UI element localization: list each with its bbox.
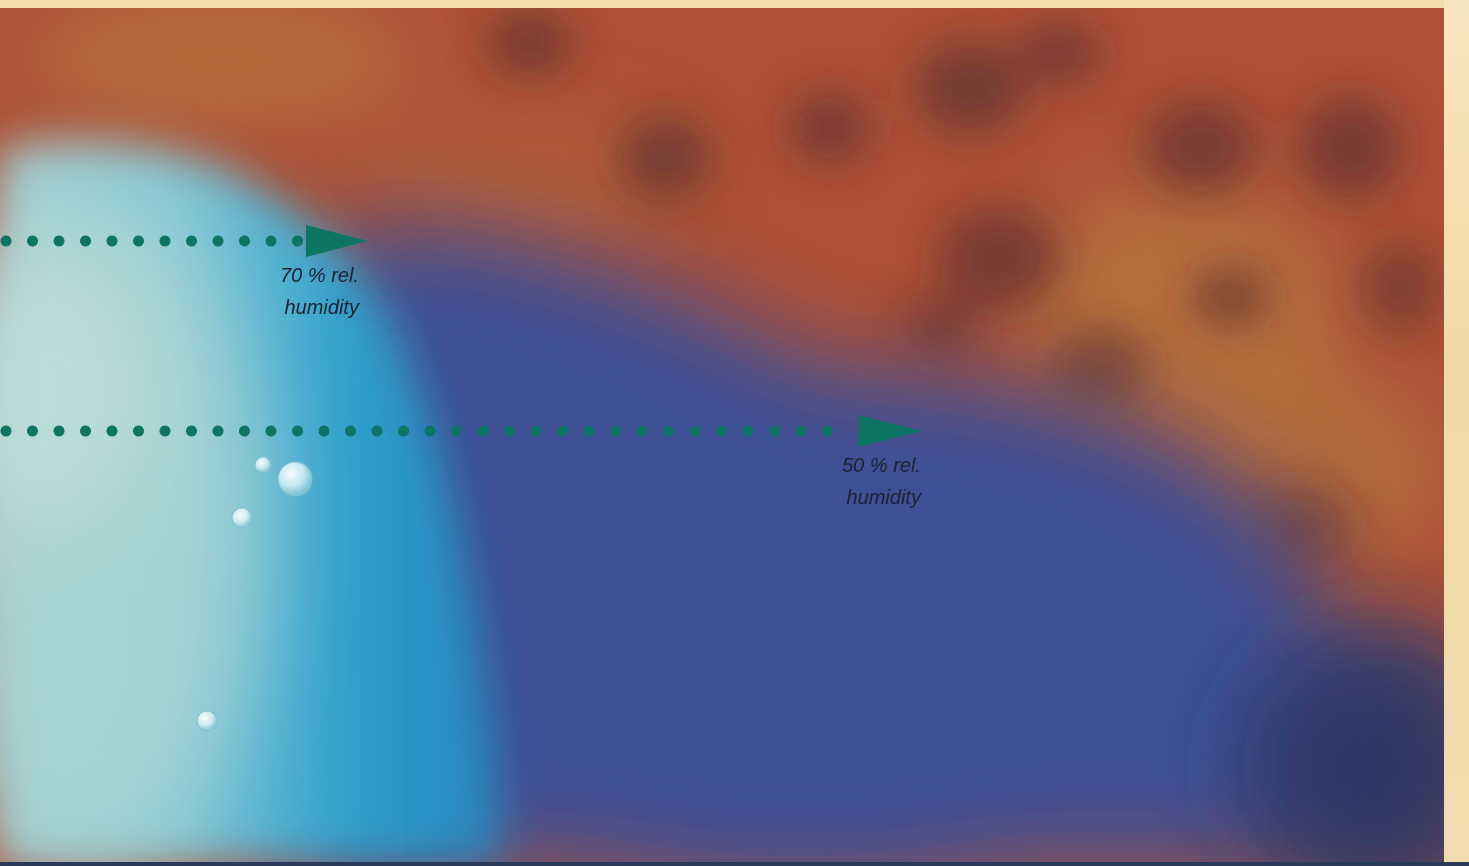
arrow-dot — [106, 425, 118, 437]
droplet-small — [231, 507, 253, 529]
arrow-dot — [636, 425, 648, 437]
arrow-dot — [212, 425, 224, 437]
arrow-dot — [822, 425, 833, 437]
arrow-dot — [0, 425, 12, 437]
arrow-dot — [292, 425, 303, 437]
arrow-dot — [265, 425, 277, 437]
arrow-dot — [239, 235, 250, 247]
arrow-dot — [0, 235, 12, 247]
arrow-dot — [663, 425, 674, 437]
arrow-dot — [530, 425, 542, 437]
frame-bottom-border — [0, 862, 1469, 866]
arrow-dot — [292, 235, 303, 247]
arrow-dot — [27, 425, 38, 437]
arrow-dot — [742, 425, 754, 437]
droplet-large — [277, 461, 313, 497]
humidity-arrow-70: 70 % rel. humidity — [0, 225, 368, 319]
arrow-dot — [212, 235, 224, 247]
arrow-label-line1: 50 % rel. — [842, 455, 921, 477]
arrow-dot — [345, 425, 356, 437]
arrow-label-line1: 70 % rel. — [280, 265, 359, 287]
frame-right-border — [1444, 0, 1469, 866]
arrow-dot — [133, 425, 144, 437]
droplet-small — [254, 456, 272, 474]
arrow-dot — [716, 425, 727, 437]
arrow-label-line2: humidity — [285, 297, 360, 319]
arrow-dot — [265, 235, 277, 247]
arrow-dot — [689, 425, 701, 437]
arrow-dot — [451, 425, 462, 437]
arrow-dot — [159, 425, 171, 437]
arrow-dot — [504, 425, 515, 437]
arrow-dot — [557, 425, 568, 437]
arrow-dot — [133, 235, 144, 247]
humidity-illustration: 70 % rel. humidity 50 % rel. humidity — [0, 8, 1444, 864]
arrow-dot — [80, 425, 91, 437]
arrow-dot — [80, 235, 91, 247]
arrow-head — [306, 225, 368, 257]
arrow-dot — [159, 235, 171, 247]
arrow-dot — [318, 425, 330, 437]
arrow-dot — [371, 425, 383, 437]
arrow-dot — [477, 425, 489, 437]
arrow-dot — [398, 425, 409, 437]
arrow-dot — [27, 235, 38, 247]
arrow-dot — [769, 425, 780, 437]
frame-top-border — [0, 0, 1469, 8]
humidity-arrow-50: 50 % rel. humidity — [0, 415, 922, 509]
illustration-svg: 70 % rel. humidity 50 % rel. humidity — [0, 8, 1444, 864]
arrow-dot — [53, 235, 65, 247]
arrow-dot — [186, 425, 197, 437]
arrow-dot — [424, 425, 436, 437]
arrow-dot — [610, 425, 621, 437]
arrow-head — [858, 415, 922, 447]
arrow-dotted-line — [0, 425, 833, 437]
arrow-dotted-line — [0, 235, 303, 247]
background-painting — [0, 8, 1444, 864]
arrow-dot — [186, 235, 197, 247]
arrow-dot — [795, 425, 807, 437]
arrow-dot — [53, 425, 65, 437]
droplet-small — [196, 710, 218, 732]
arrow-dot — [106, 235, 118, 247]
arrow-dot — [239, 425, 250, 437]
arrow-dot — [583, 425, 595, 437]
water-droplets — [196, 456, 313, 732]
arrow-label-line2: humidity — [847, 487, 922, 509]
